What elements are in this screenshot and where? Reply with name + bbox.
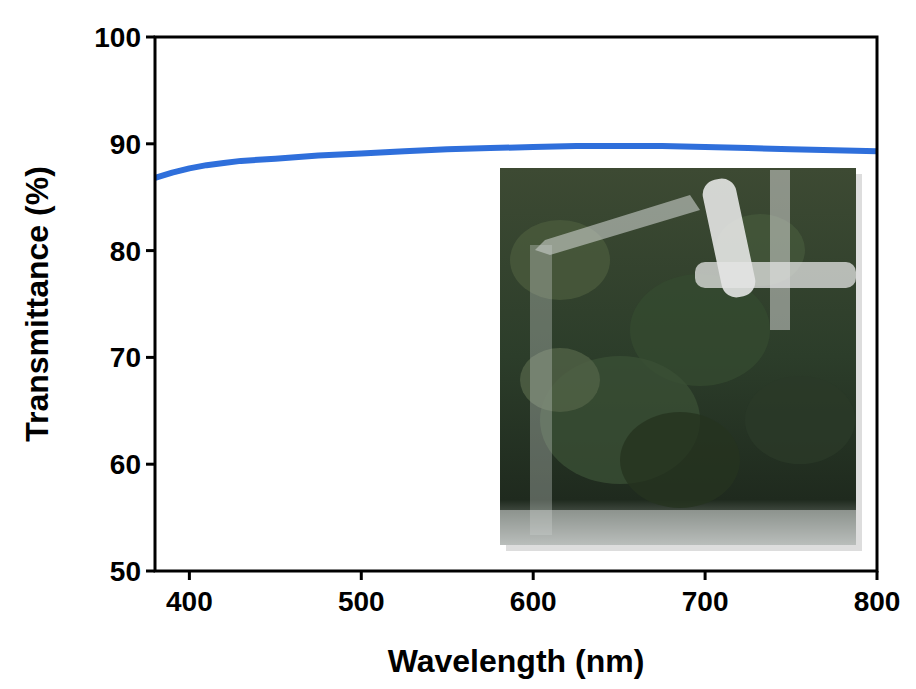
inset-photo [500,168,862,551]
inset-ground [500,510,856,545]
x-axis-title: Wavelength (nm) [388,643,645,679]
transmittance-line [155,146,877,178]
x-tick-label: 800 [854,586,901,617]
x-tick-label: 400 [166,586,213,617]
inset-foliage [620,412,740,508]
y-axis-title: Transmittance (%) [19,166,55,442]
inset-foliage [745,376,855,464]
inset-glass-edge [530,245,552,535]
x-tick-label: 700 [682,586,729,617]
y-tick-label: 70 [110,342,141,373]
chart: 400 500 600 700 800 50 60 70 80 90 100 Wavelength (… [0,0,916,689]
inset-background [500,168,856,545]
plot-frame [155,37,877,571]
x-tick-label: 600 [510,586,557,617]
plot-area [155,146,877,178]
y-tick-label: 60 [110,449,141,480]
y-tick-label: 50 [110,556,141,587]
inset-glass-edge [535,195,700,255]
inset-glare [770,170,790,330]
y-tick-label: 100 [94,22,141,53]
y-tick-label: 90 [110,129,141,160]
x-tick-label: 500 [338,586,385,617]
y-tick-label: 80 [110,236,141,267]
